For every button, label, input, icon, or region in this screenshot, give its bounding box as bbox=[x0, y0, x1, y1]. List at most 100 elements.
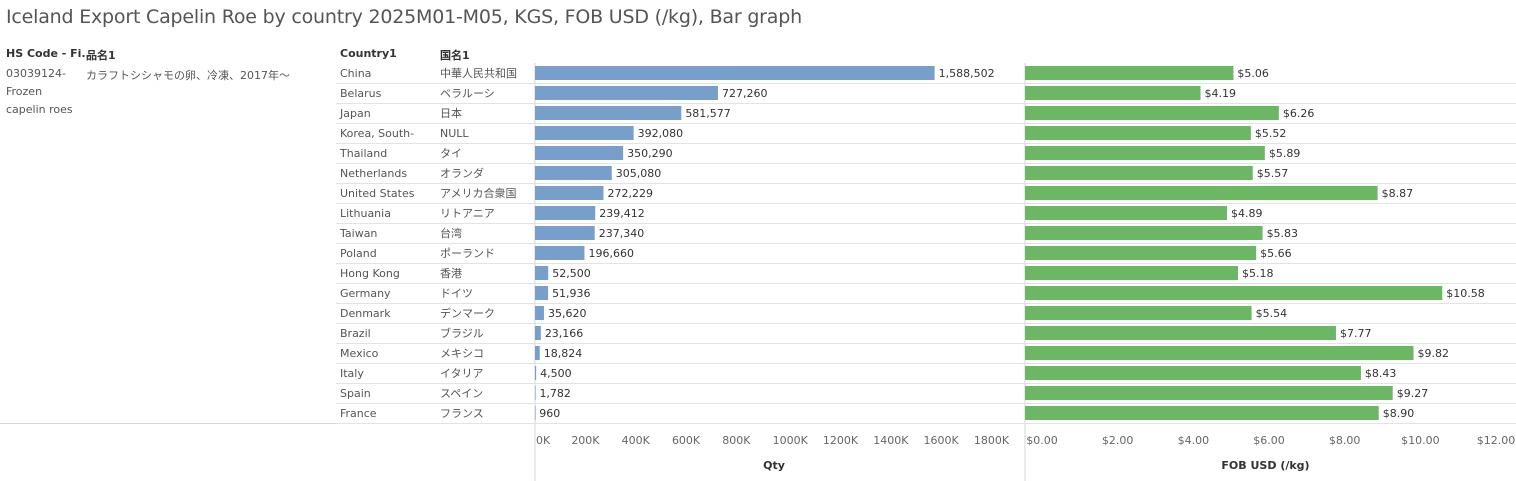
qty-value-label: 727,260 bbox=[722, 87, 768, 100]
country-label-ja: メキシコ bbox=[440, 347, 484, 360]
country-label: Lithuania bbox=[340, 207, 391, 220]
header-hs-code[interactable]: HS Code - Fi.. bbox=[6, 47, 90, 60]
fob-tick-label: $0.00 bbox=[1026, 434, 1058, 447]
fob-bar bbox=[1025, 286, 1443, 300]
fob-bar bbox=[1025, 366, 1361, 380]
fob-bar bbox=[1025, 106, 1279, 120]
qty-tick-label: 1400K bbox=[873, 434, 909, 447]
qty-value-label: 52,500 bbox=[552, 267, 591, 280]
qty-bar bbox=[535, 346, 540, 360]
fob-tick-label: $10.00 bbox=[1401, 434, 1440, 447]
qty-axis-title: Qty bbox=[763, 459, 785, 472]
qty-tick-label: 400K bbox=[622, 434, 651, 447]
fob-tick-label: $12.00 bbox=[1477, 434, 1516, 447]
country-label-ja: 台湾 bbox=[440, 226, 462, 240]
fob-bar bbox=[1025, 306, 1252, 320]
fob-value-label: $5.06 bbox=[1237, 67, 1269, 80]
fob-axis-title: FOB USD (/kg) bbox=[1221, 459, 1309, 472]
qty-bar bbox=[535, 246, 585, 260]
qty-value-label: 272,229 bbox=[607, 187, 653, 200]
qty-value-label: 305,080 bbox=[616, 167, 662, 180]
fob-tick-label: $2.00 bbox=[1102, 434, 1134, 447]
fob-bar bbox=[1025, 266, 1238, 280]
fob-tick-label: $8.00 bbox=[1329, 434, 1361, 447]
qty-bar bbox=[535, 286, 549, 300]
fob-value-label: $4.19 bbox=[1205, 87, 1237, 100]
country-label: Netherlands bbox=[340, 167, 407, 180]
product-name: カラフトシシャモの卵、冷凍、2017年～ bbox=[86, 69, 290, 82]
qty-tick-label: 1800K bbox=[974, 434, 1010, 447]
qty-bar bbox=[535, 166, 612, 180]
country-label-ja: スペイン bbox=[440, 387, 483, 400]
fob-bar bbox=[1025, 406, 1379, 420]
fob-value-label: $7.77 bbox=[1340, 327, 1372, 340]
country-label-ja: アメリカ合衆国 bbox=[440, 186, 516, 200]
country-label-ja: リトアニア bbox=[440, 207, 495, 220]
fob-bar bbox=[1025, 346, 1414, 360]
qty-bar bbox=[535, 146, 624, 160]
fob-bar bbox=[1025, 226, 1263, 240]
qty-tick-label: 0K bbox=[536, 434, 551, 447]
qty-bar bbox=[535, 406, 536, 420]
qty-value-label: 23,166 bbox=[545, 327, 584, 340]
header-country[interactable]: Country1 bbox=[340, 47, 397, 60]
qty-value-label: 35,620 bbox=[548, 307, 587, 320]
qty-value-label: 960 bbox=[539, 407, 560, 420]
header-hinmei[interactable]: 品名1 bbox=[86, 49, 116, 62]
fob-value-label: $5.52 bbox=[1255, 127, 1287, 140]
hs-code-line-2: Frozen bbox=[6, 85, 43, 98]
country-label: Japan bbox=[339, 107, 371, 120]
qty-value-label: 51,936 bbox=[552, 287, 591, 300]
fob-value-label: $8.87 bbox=[1382, 187, 1414, 200]
qty-tick-label: 1000K bbox=[773, 434, 809, 447]
qty-bar bbox=[535, 326, 541, 340]
qty-bar bbox=[535, 106, 682, 120]
qty-value-label: 237,340 bbox=[599, 227, 645, 240]
fob-value-label: $5.89 bbox=[1269, 147, 1301, 160]
country-label-ja: NULL bbox=[440, 127, 469, 140]
fob-tick-label: $6.00 bbox=[1253, 434, 1285, 447]
country-label: Brazil bbox=[340, 327, 371, 340]
fob-bar bbox=[1025, 166, 1253, 180]
fob-value-label: $5.83 bbox=[1267, 227, 1299, 240]
fob-value-label: $9.27 bbox=[1397, 387, 1429, 400]
country-label-ja: オランダ bbox=[440, 166, 484, 180]
hs-code-line-3: capelin roes bbox=[6, 103, 73, 116]
fob-bar bbox=[1025, 126, 1251, 140]
country-label: Italy bbox=[340, 367, 364, 380]
qty-bar bbox=[535, 386, 536, 400]
country-label-ja: タイ bbox=[440, 147, 462, 160]
country-label: Hong Kong bbox=[340, 267, 400, 280]
fob-value-label: $5.57 bbox=[1257, 167, 1289, 180]
fob-value-label: $9.82 bbox=[1418, 347, 1450, 360]
country-label-ja: 日本 bbox=[440, 106, 462, 120]
fob-bar bbox=[1025, 86, 1201, 100]
country-label: Mexico bbox=[340, 347, 379, 360]
qty-value-label: 239,412 bbox=[599, 207, 645, 220]
fob-value-label: $8.43 bbox=[1365, 367, 1397, 380]
qty-bar bbox=[535, 66, 935, 80]
qty-value-label: 1,588,502 bbox=[939, 67, 995, 80]
country-label: Belarus bbox=[340, 87, 382, 100]
country-label-ja: イタリア bbox=[440, 367, 484, 380]
country-label-ja: デンマーク bbox=[440, 306, 495, 320]
qty-bar bbox=[535, 266, 549, 280]
qty-bar bbox=[535, 206, 596, 220]
fob-bar bbox=[1025, 206, 1228, 220]
qty-value-label: 18,824 bbox=[544, 347, 583, 360]
qty-value-label: 4,500 bbox=[540, 367, 572, 380]
fob-tick-label: $4.00 bbox=[1178, 434, 1210, 447]
fob-bar bbox=[1025, 246, 1257, 260]
country-label-ja: ポーランド bbox=[440, 247, 495, 260]
qty-tick-label: 600K bbox=[672, 434, 701, 447]
country-label: Denmark bbox=[340, 307, 391, 320]
header-kokumei[interactable]: 国名1 bbox=[440, 49, 470, 62]
fob-value-label: $5.66 bbox=[1260, 247, 1292, 260]
country-label-ja: ブラジル bbox=[440, 326, 484, 340]
country-label: Taiwan bbox=[339, 227, 377, 240]
country-label: Spain bbox=[340, 387, 371, 400]
country-label: Germany bbox=[340, 287, 391, 300]
country-label: Korea, South- bbox=[340, 127, 414, 140]
qty-bar bbox=[535, 126, 634, 140]
fob-bar bbox=[1025, 326, 1336, 340]
